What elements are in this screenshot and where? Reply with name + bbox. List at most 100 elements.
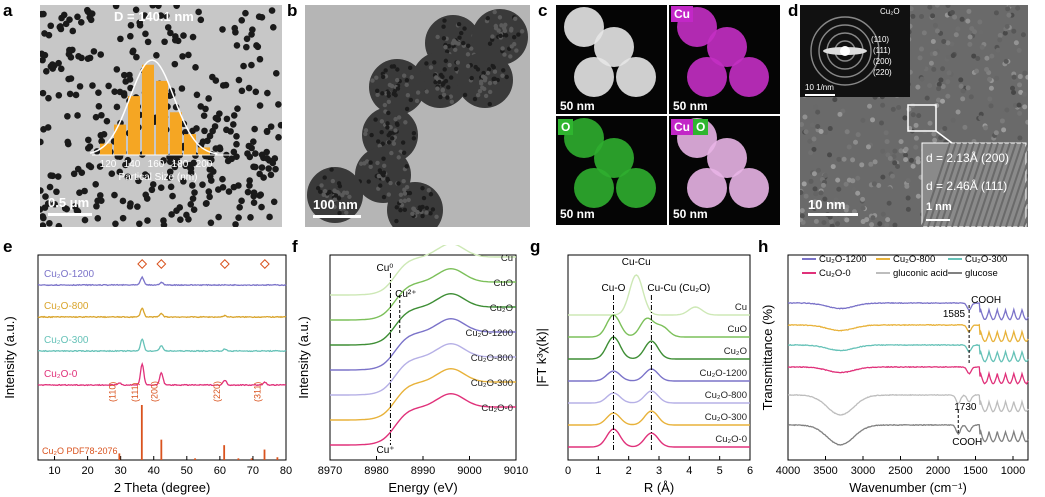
series-label: Cu₂O-0: [715, 434, 747, 445]
sphere-texture: [322, 188, 328, 194]
hrtem-texture: [884, 139, 890, 145]
hrtem-texture: [827, 126, 833, 132]
sphere-texture: [503, 22, 508, 28]
particle: [95, 89, 102, 96]
histogram-bar: [142, 64, 154, 155]
sphere-texture: [369, 132, 374, 138]
sphere-texture: [453, 66, 459, 72]
particle: [69, 27, 77, 35]
particle: [133, 53, 140, 61]
sphere-texture: [388, 180, 393, 186]
sphere-texture: [511, 35, 517, 40]
sphere-texture: [363, 128, 369, 133]
hrtem-texture: [836, 186, 842, 192]
particle: [141, 12, 148, 19]
particle: [206, 132, 214, 140]
hrtem-texture: [803, 129, 809, 135]
hrtem-texture: [917, 55, 923, 61]
hist-tick-label: 200: [196, 159, 213, 170]
particle: [141, 171, 149, 178]
hrtem-texture: [841, 156, 847, 162]
xrd-series-line: [37, 307, 287, 319]
hrtem-texture: [887, 186, 893, 192]
legend-label: glucose: [965, 268, 998, 279]
hrtem-texture: [844, 129, 850, 135]
particle: [105, 82, 112, 90]
sphere-texture: [478, 81, 484, 86]
hrtem-texture: [829, 223, 835, 227]
ftir-series-line: [787, 365, 1029, 385]
hrtem-texture: [885, 152, 891, 158]
hkl-label: (220): [212, 381, 222, 402]
sphere-texture: [389, 83, 395, 89]
x-axis-label: R (Å): [644, 480, 674, 495]
sphere-texture: [500, 73, 505, 78]
sphere-texture: [382, 102, 388, 108]
particle: [77, 19, 85, 26]
legend-label: Cu₂O-1200: [819, 254, 867, 265]
saed-ring-label: (200): [873, 57, 892, 66]
plot-frame: [787, 254, 1029, 461]
hrtem-texture: [851, 209, 857, 215]
sphere-texture: [409, 75, 414, 80]
particle: [60, 11, 68, 19]
series-label: Cu₂O-1200: [465, 328, 513, 339]
ftir-series-line: [787, 301, 1029, 321]
sphere-texture: [317, 189, 323, 194]
particle: [96, 192, 104, 199]
particle: [193, 91, 201, 99]
zoom-box: [907, 104, 937, 132]
sphere-texture: [499, 23, 504, 28]
hrtem-texture: [942, 125, 948, 131]
sphere-texture: [402, 191, 408, 196]
series-label: Cu₂O-0: [481, 403, 513, 414]
particle: [275, 101, 282, 108]
hrtem-texture: [892, 160, 898, 166]
x-tick-label: 80: [280, 465, 292, 477]
sphere-texture: [330, 178, 336, 184]
sphere-texture: [466, 43, 471, 49]
eds-particle: [616, 57, 656, 97]
sphere-texture: [401, 150, 407, 155]
series-label: Cu₂O-1200: [699, 368, 747, 379]
particle: [267, 171, 275, 179]
lattice-fringe: [987, 142, 1017, 227]
hrtem-texture: [835, 221, 841, 227]
sphere-texture: [366, 179, 371, 184]
gaussian-fit: [89, 59, 218, 155]
scale-bar-label: 100 nm: [313, 197, 358, 212]
y-axis-label: Transmittance (%): [760, 305, 775, 411]
hrtem-texture: [833, 197, 839, 203]
sphere-texture: [406, 197, 411, 203]
sphere-texture: [516, 32, 521, 37]
eds-particle: [729, 168, 769, 208]
sphere-texture: [391, 64, 397, 69]
annotation: Cu⁰: [377, 263, 394, 274]
x-axis-label: Energy (eV): [388, 480, 457, 495]
hrtem-texture: [1011, 28, 1017, 34]
particle: [55, 92, 63, 99]
hist-tick-label: 140: [124, 159, 141, 170]
hrtem-texture: [855, 132, 861, 138]
hrtem-texture: [1021, 91, 1027, 97]
hrtem-texture: [949, 41, 955, 47]
sphere-texture: [480, 85, 485, 90]
particle: [251, 125, 258, 133]
particle: [144, 38, 152, 46]
sphere-texture: [381, 194, 387, 200]
hrtem-texture: [913, 122, 919, 128]
particle: [132, 6, 140, 14]
hrtem-texture: [808, 178, 814, 184]
hrtem-texture: [1011, 89, 1017, 95]
hrtem-texture: [978, 115, 984, 121]
series-label: Cu₂O-800: [44, 301, 89, 312]
particle: [199, 138, 207, 145]
sphere-texture: [375, 88, 380, 94]
x-tick-label: 2000: [926, 465, 950, 477]
tile-scale-label: 50 nm: [560, 207, 595, 221]
sphere-texture: [428, 211, 433, 216]
hrtem-texture: [807, 138, 813, 144]
particle: [66, 90, 74, 98]
sphere-texture: [340, 192, 345, 198]
hrtem-texture: [953, 32, 959, 38]
